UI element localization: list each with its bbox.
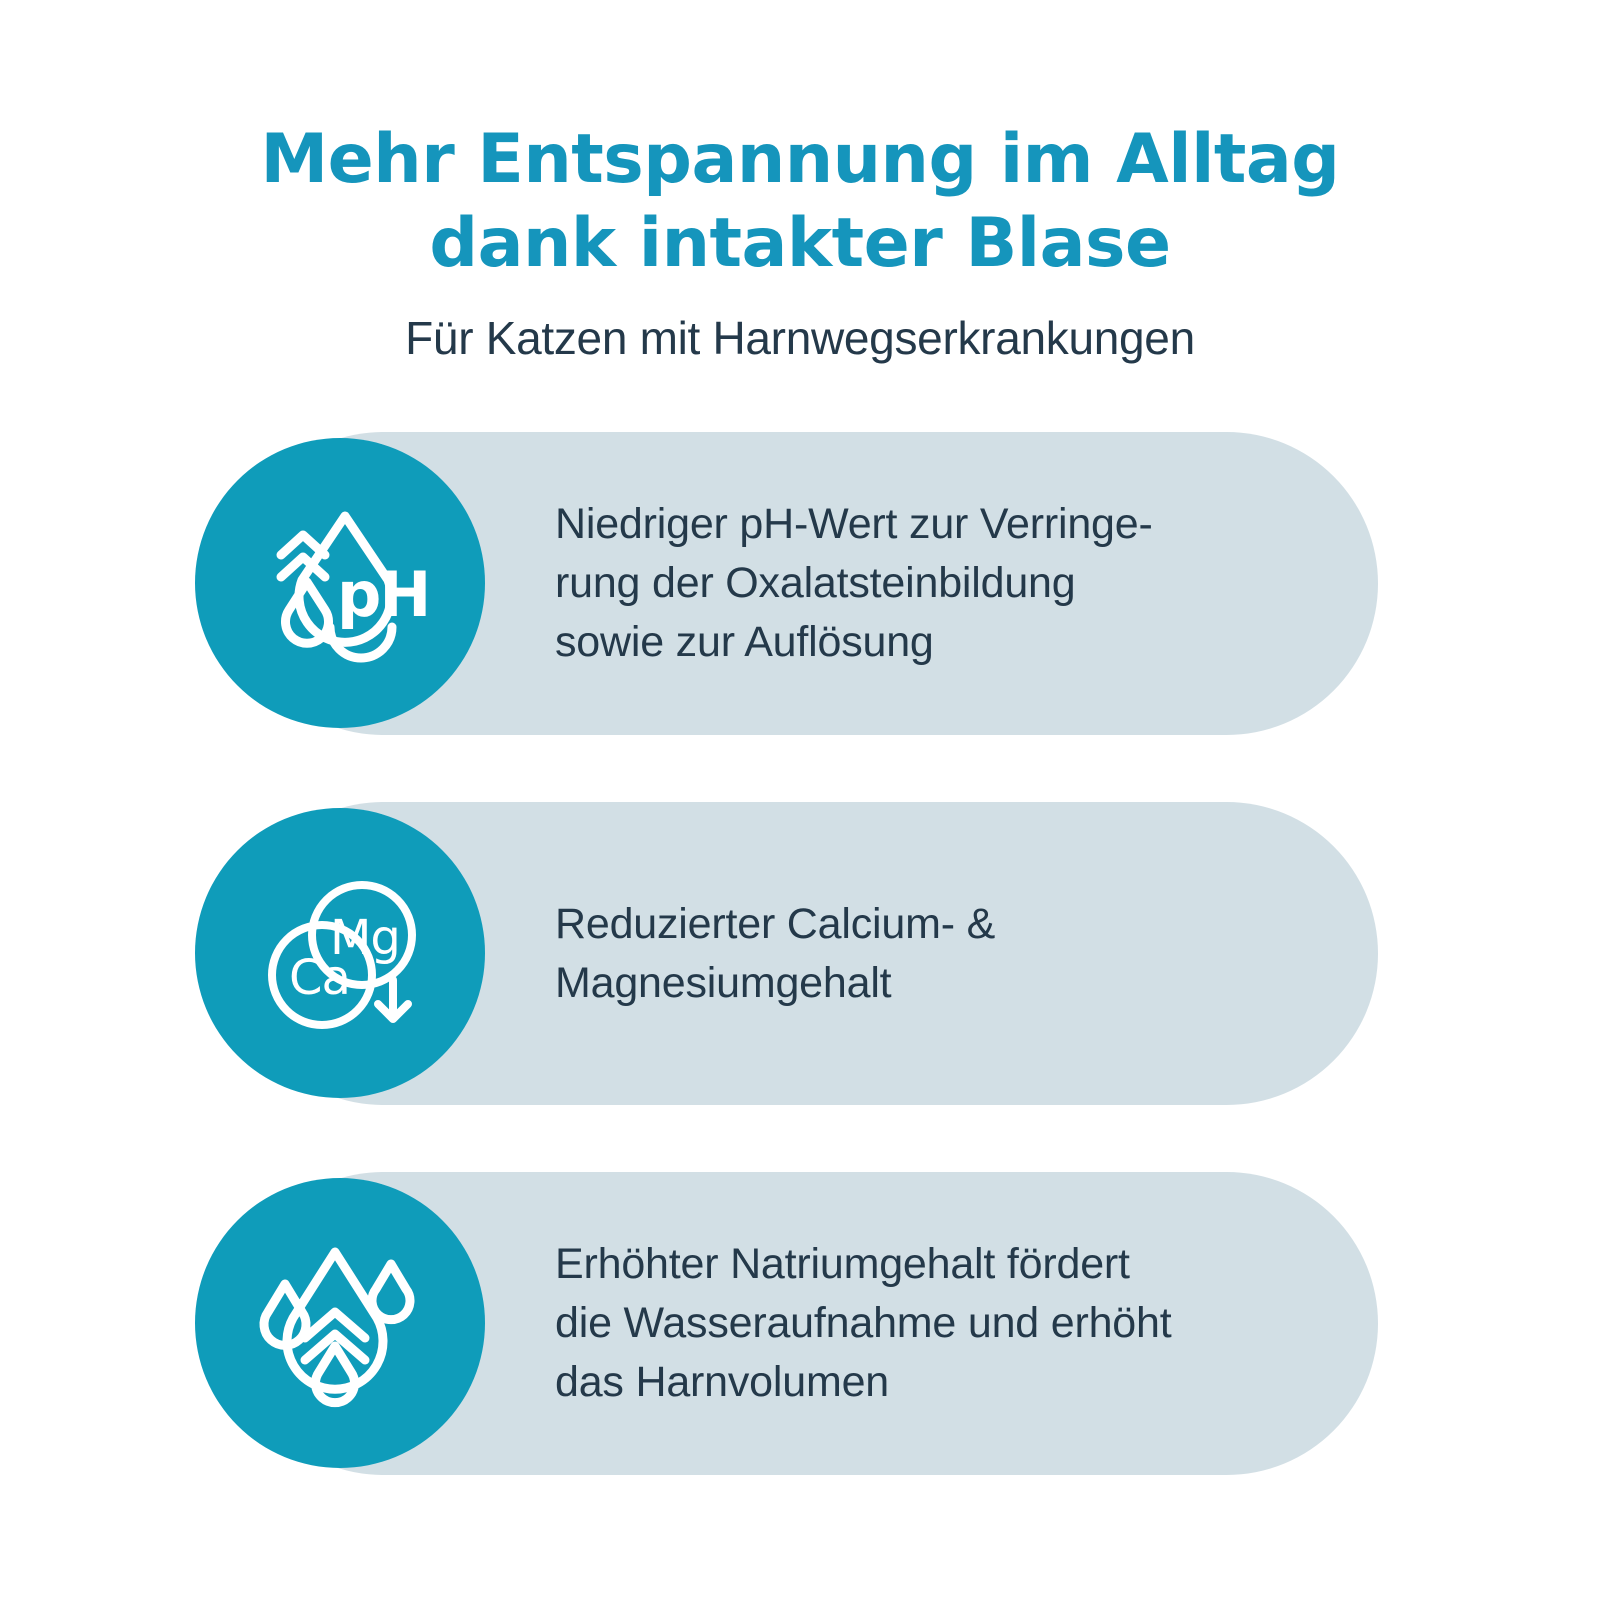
ph-droplet-icon: pH	[195, 438, 485, 728]
benefit-row: Mg Ca Reduzierter Calcium- & Magnesiumge…	[0, 802, 1600, 1105]
page-title-line-1: Mehr Entspannung im Alltag	[260, 120, 1340, 199]
water-droplets-up-icon	[195, 1178, 485, 1468]
page-title: Mehr Entspannung im Alltag dank intakter…	[0, 0, 1600, 286]
svg-text:pH: pH	[337, 558, 429, 631]
benefit-text-line: Erhöhter Natriumgehalt fördert	[555, 1240, 1130, 1288]
benefit-text-line: Niedriger pH-Wert zur Verringe-	[555, 500, 1153, 548]
benefit-text: Niedriger pH-Wert zur Verringe- rung der…	[555, 432, 1325, 735]
benefit-row: pH Niedriger pH-Wert zur Verringe- rung …	[0, 432, 1600, 735]
benefit-text-line: rung der Oxalatsteinbildung	[555, 559, 1076, 607]
benefit-text-line: die Wasseraufnahme und erhöht	[555, 1299, 1172, 1347]
svg-text:Mg: Mg	[330, 910, 400, 966]
header: Mehr Entspannung im Alltag dank intakter…	[0, 0, 1600, 366]
benefit-text-line: sowie zur Auflösung	[555, 618, 934, 666]
benefit-list: pH Niedriger pH-Wert zur Verringe- rung …	[0, 432, 1600, 1475]
page-title-line-2: dank intakter Blase	[429, 204, 1171, 283]
benefit-text-line: das Harnvolumen	[555, 1358, 890, 1406]
page-subtitle: Für Katzen mit Harnwegserkrankungen	[405, 312, 1195, 364]
benefit-text: Erhöhter Natriumgehalt fördert die Wasse…	[555, 1172, 1325, 1475]
benefit-text: Reduzierter Calcium- & Magnesiumgehalt	[555, 802, 1325, 1105]
benefit-text-line: Reduzierter Calcium- &	[555, 899, 996, 948]
benefit-row: Erhöhter Natriumgehalt fördert die Wasse…	[0, 1172, 1600, 1475]
benefit-text-line: Magnesiumgehalt	[555, 958, 892, 1007]
svg-text:Ca: Ca	[289, 950, 350, 1006]
calcium-magnesium-down-icon: Mg Ca	[195, 808, 485, 1098]
